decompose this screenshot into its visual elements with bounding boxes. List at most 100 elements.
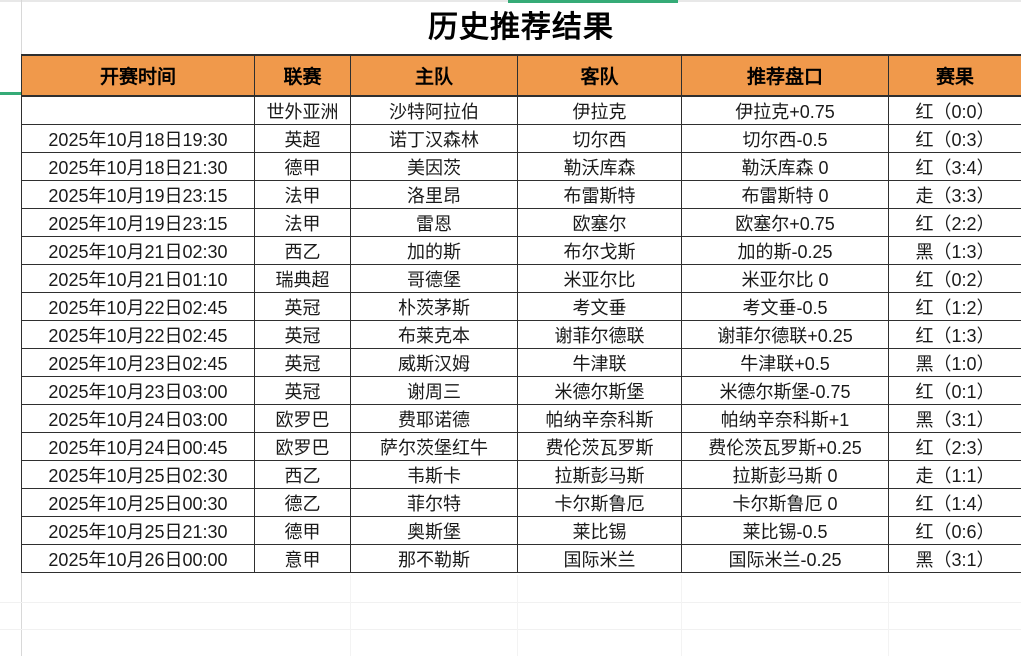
table-row[interactable]: 2025年10月22日02:45 英冠 布莱克本 谢菲尔德联 谢菲尔德联+0.25 红（1… bbox=[21, 320, 1021, 349]
match-result-cell[interactable]: 黑（3:1） bbox=[888, 404, 1021, 433]
league-cell[interactable]: 德甲 bbox=[254, 516, 351, 545]
match-result-cell[interactable]: 红（2:3） bbox=[888, 432, 1021, 461]
league-cell[interactable]: 英冠 bbox=[254, 292, 351, 321]
match-result-cell[interactable]: 黑（1:0） bbox=[888, 348, 1021, 377]
recommended-line-cell[interactable]: 米亚尔比 0 bbox=[681, 264, 889, 293]
match-time-cell[interactable]: 2025年10月21日01:10 bbox=[21, 264, 255, 293]
league-cell[interactable]: 英冠 bbox=[254, 320, 351, 349]
match-result-cell[interactable]: 红（0:3） bbox=[888, 124, 1021, 153]
match-time-cell[interactable]: 2025年10月24日00:45 bbox=[21, 432, 255, 461]
league-cell[interactable]: 西乙 bbox=[254, 460, 351, 489]
match-time-cell[interactable]: 2025年10月25日21:30 bbox=[21, 516, 255, 545]
league-cell[interactable]: 英超 bbox=[254, 124, 351, 153]
column-header-home[interactable]: 主队 bbox=[350, 54, 518, 97]
match-time-cell[interactable]: 2025年10月18日19:30 bbox=[21, 124, 255, 153]
away-team-cell[interactable]: 米德尔斯堡 bbox=[517, 376, 682, 405]
recommended-line-cell[interactable]: 国际米兰-0.25 bbox=[681, 544, 889, 573]
away-team-cell[interactable]: 米亚尔比 bbox=[517, 264, 682, 293]
match-time-cell[interactable]: 2025年10月25日00:30 bbox=[21, 488, 255, 517]
league-cell[interactable]: 欧罗巴 bbox=[254, 404, 351, 433]
league-cell[interactable]: 世外亚洲 bbox=[254, 95, 351, 125]
recommended-line-cell[interactable]: 考文垂-0.5 bbox=[681, 292, 889, 321]
away-team-cell[interactable]: 牛津联 bbox=[517, 348, 682, 377]
away-team-cell[interactable]: 考文垂 bbox=[517, 292, 682, 321]
table-row[interactable]: 2025年10月23日02:45 英冠 威斯汉姆 牛津联 牛津联+0.5 黑（1:0） bbox=[21, 348, 1021, 377]
column-header-away[interactable]: 客队 bbox=[517, 54, 682, 97]
match-time-cell[interactable]: 2025年10月23日03:00 bbox=[21, 376, 255, 405]
recommended-line-cell[interactable]: 牛津联+0.5 bbox=[681, 348, 889, 377]
match-time-cell[interactable]: 2025年10月19日23:15 bbox=[21, 208, 255, 237]
match-time-cell[interactable]: 2025年10月22日02:45 bbox=[21, 292, 255, 321]
table-row[interactable]: 2025年10月25日00:30 德乙 菲尔特 卡尔斯鲁厄 卡尔斯鲁厄 0 红（1:4） bbox=[21, 488, 1021, 517]
match-time-cell[interactable]: 2025年10月23日02:45 bbox=[21, 348, 255, 377]
match-time-cell[interactable]: 2025年10月24日03:00 bbox=[21, 404, 255, 433]
match-result-cell[interactable]: 红（0:0） bbox=[888, 95, 1021, 125]
table-row[interactable]: 2025年10月22日02:45 英冠 朴茨茅斯 考文垂 考文垂-0.5 红（1:2） bbox=[21, 292, 1021, 321]
home-team-cell[interactable]: 哥德堡 bbox=[350, 264, 518, 293]
away-team-cell[interactable]: 拉斯彭马斯 bbox=[517, 460, 682, 489]
away-team-cell[interactable]: 费伦茨瓦罗斯 bbox=[517, 432, 682, 461]
league-cell[interactable]: 法甲 bbox=[254, 180, 351, 209]
match-result-cell[interactable]: 红（1:3） bbox=[888, 320, 1021, 349]
table-row[interactable]: 2025年10月25日21:30 德甲 奥斯堡 莱比锡 莱比锡-0.5 红（0:6） bbox=[21, 516, 1021, 545]
match-time-cell[interactable]: 2025年10月25日02:30 bbox=[21, 460, 255, 489]
league-cell[interactable]: 西乙 bbox=[254, 236, 351, 265]
away-team-cell[interactable]: 国际米兰 bbox=[517, 544, 682, 573]
table-row[interactable]: 2025年10月19日23:15 法甲 雷恩 欧塞尔 欧塞尔+0.75 红（2:2） bbox=[21, 208, 1021, 237]
home-team-cell[interactable]: 谢周三 bbox=[350, 376, 518, 405]
match-time-cell[interactable]: 2025年10月22日02:45 bbox=[21, 320, 255, 349]
match-result-cell[interactable]: 走（1:1） bbox=[888, 460, 1021, 489]
home-team-cell[interactable]: 洛里昂 bbox=[350, 180, 518, 209]
away-team-cell[interactable]: 莱比锡 bbox=[517, 516, 682, 545]
recommended-line-cell[interactable]: 布雷斯特 0 bbox=[681, 180, 889, 209]
league-cell[interactable]: 英冠 bbox=[254, 376, 351, 405]
recommended-line-cell[interactable]: 加的斯-0.25 bbox=[681, 236, 889, 265]
away-team-cell[interactable]: 帕纳辛奈科斯 bbox=[517, 404, 682, 433]
match-result-cell[interactable]: 红（0:6） bbox=[888, 516, 1021, 545]
match-time-cell[interactable]: 2025年10月19日23:15 bbox=[21, 180, 255, 209]
home-team-cell[interactable]: 诺丁汉森林 bbox=[350, 124, 518, 153]
away-team-cell[interactable]: 切尔西 bbox=[517, 124, 682, 153]
match-result-cell[interactable]: 红（0:2） bbox=[888, 264, 1021, 293]
away-team-cell[interactable]: 布雷斯特 bbox=[517, 180, 682, 209]
home-team-cell[interactable]: 韦斯卡 bbox=[350, 460, 518, 489]
home-team-cell[interactable]: 朴茨茅斯 bbox=[350, 292, 518, 321]
home-team-cell[interactable]: 菲尔特 bbox=[350, 488, 518, 517]
home-team-cell[interactable]: 加的斯 bbox=[350, 236, 518, 265]
match-time-cell[interactable] bbox=[21, 95, 255, 125]
column-header-league[interactable]: 联赛 bbox=[254, 54, 351, 97]
column-header-time[interactable]: 开赛时间 bbox=[21, 54, 255, 97]
recommended-line-cell[interactable]: 切尔西-0.5 bbox=[681, 124, 889, 153]
recommended-line-cell[interactable]: 莱比锡-0.5 bbox=[681, 516, 889, 545]
table-row[interactable]: 2025年10月24日03:00 欧罗巴 费耶诺德 帕纳辛奈科斯 帕纳辛奈科斯+1 黑（3… bbox=[21, 404, 1021, 433]
home-team-cell[interactable]: 萨尔茨堡红牛 bbox=[350, 432, 518, 461]
away-team-cell[interactable]: 伊拉克 bbox=[517, 95, 682, 125]
match-result-cell[interactable]: 黑（1:3） bbox=[888, 236, 1021, 265]
match-time-cell[interactable]: 2025年10月18日21:30 bbox=[21, 152, 255, 181]
table-row[interactable]: 世外亚洲 沙特阿拉伯 伊拉克 伊拉克+0.75 红（0:0） bbox=[21, 95, 1021, 125]
away-team-cell[interactable]: 勒沃库森 bbox=[517, 152, 682, 181]
recommended-line-cell[interactable]: 伊拉克+0.75 bbox=[681, 95, 889, 125]
recommended-line-cell[interactable]: 费伦茨瓦罗斯+0.25 bbox=[681, 432, 889, 461]
away-team-cell[interactable]: 布尔戈斯 bbox=[517, 236, 682, 265]
home-team-cell[interactable]: 沙特阿拉伯 bbox=[350, 95, 518, 125]
away-team-cell[interactable]: 欧塞尔 bbox=[517, 208, 682, 237]
recommended-line-cell[interactable]: 卡尔斯鲁厄 0 bbox=[681, 488, 889, 517]
league-cell[interactable]: 英冠 bbox=[254, 348, 351, 377]
table-row[interactable]: 2025年10月18日21:30 德甲 美因茨 勒沃库森 勒沃库森 0 红（3:4） bbox=[21, 152, 1021, 181]
table-row[interactable]: 2025年10月26日00:00 意甲 那不勒斯 国际米兰 国际米兰-0.25 黑（3:1… bbox=[21, 544, 1021, 573]
table-row[interactable]: 2025年10月21日02:30 西乙 加的斯 布尔戈斯 加的斯-0.25 黑（1:3） bbox=[21, 236, 1021, 265]
match-result-cell[interactable]: 红（2:2） bbox=[888, 208, 1021, 237]
match-result-cell[interactable]: 红（0:1） bbox=[888, 376, 1021, 405]
home-team-cell[interactable]: 奥斯堡 bbox=[350, 516, 518, 545]
column-header-line[interactable]: 推荐盘口 bbox=[681, 54, 889, 97]
recommended-line-cell[interactable]: 米德尔斯堡-0.75 bbox=[681, 376, 889, 405]
home-team-cell[interactable]: 布莱克本 bbox=[350, 320, 518, 349]
table-row[interactable]: 2025年10月25日02:30 西乙 韦斯卡 拉斯彭马斯 拉斯彭马斯 0 走（1:1） bbox=[21, 460, 1021, 489]
match-time-cell[interactable]: 2025年10月26日00:00 bbox=[21, 544, 255, 573]
league-cell[interactable]: 法甲 bbox=[254, 208, 351, 237]
away-team-cell[interactable]: 卡尔斯鲁厄 bbox=[517, 488, 682, 517]
match-result-cell[interactable]: 红（1:4） bbox=[888, 488, 1021, 517]
table-row[interactable]: 2025年10月23日03:00 英冠 谢周三 米德尔斯堡 米德尔斯堡-0.75 红（0:… bbox=[21, 376, 1021, 405]
league-cell[interactable]: 德甲 bbox=[254, 152, 351, 181]
